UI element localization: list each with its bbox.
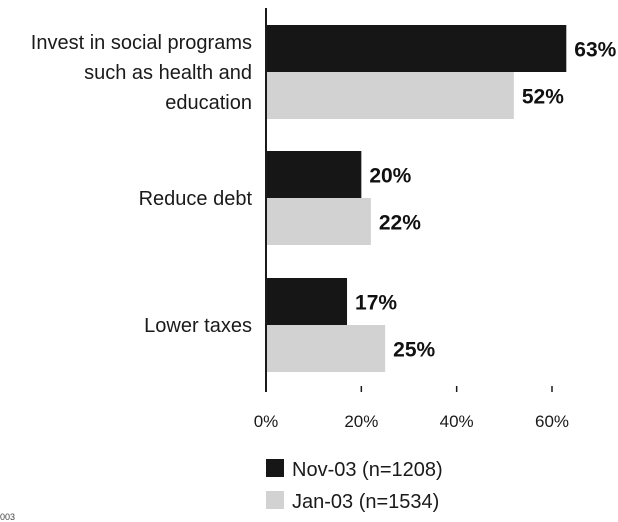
category-label: Lower taxes — [144, 315, 252, 337]
legend-swatch-jan03 — [266, 491, 284, 509]
x-tick-label: 60% — [535, 412, 569, 431]
bar-jan03-1 — [266, 198, 371, 245]
data-label: 25% — [393, 339, 435, 362]
legend-swatch-nov03 — [266, 459, 284, 477]
x-tick-label: 40% — [440, 412, 474, 431]
bar-jan03-2 — [266, 325, 386, 372]
data-label: 22% — [379, 212, 421, 235]
data-label: 17% — [355, 292, 397, 315]
category-label: such as health and — [84, 62, 252, 84]
data-label: 63% — [574, 39, 616, 62]
legend-label: Nov-03 (n=1208) — [292, 459, 443, 481]
stray-text: 003 — [0, 512, 15, 522]
bar-nov03-2 — [266, 278, 348, 325]
bar-nov03-1 — [266, 151, 362, 198]
bar-nov03-0 — [266, 25, 567, 72]
category-label: education — [165, 92, 252, 114]
bar-jan03-0 — [266, 72, 514, 119]
x-tick-label: 0% — [254, 412, 279, 431]
data-label: 20% — [369, 165, 411, 188]
category-label: Reduce debt — [139, 188, 253, 210]
category-label: Invest in social programs — [31, 32, 252, 54]
x-tick-label: 20% — [344, 412, 378, 431]
data-label: 52% — [522, 86, 564, 109]
legend-label: Jan-03 (n=1534) — [292, 491, 439, 513]
